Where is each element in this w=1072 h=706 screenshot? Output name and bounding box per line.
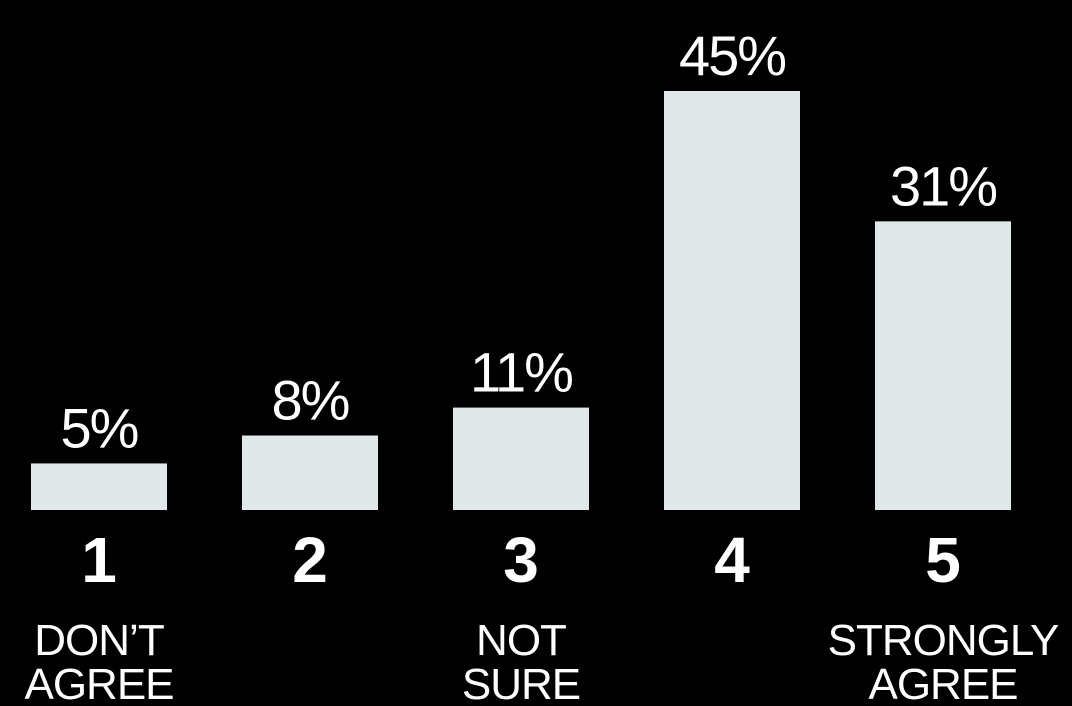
category-label: 1: [81, 524, 117, 596]
category-label: 4: [714, 524, 750, 596]
value-label: 5%: [61, 396, 138, 459]
scale-label: NOT: [476, 616, 566, 665]
value-label: 11%: [470, 341, 572, 404]
scale-label: AGREE: [868, 660, 1017, 706]
bar: [31, 463, 167, 510]
bar: [664, 91, 800, 510]
category-label: 3: [503, 524, 539, 596]
value-label: 31%: [890, 154, 996, 217]
bar: [453, 407, 589, 510]
value-label: 8%: [272, 369, 349, 432]
value-label: 45%: [679, 24, 785, 87]
scale-label: SURE: [462, 660, 580, 706]
category-label: 2: [292, 524, 328, 596]
category-label: 5: [925, 524, 961, 596]
bar: [242, 435, 378, 510]
bar: [875, 221, 1011, 510]
scale-label: DON’T: [34, 616, 164, 665]
scale-label: STRONGLY: [828, 616, 1059, 665]
scale-label: AGREE: [24, 660, 173, 706]
